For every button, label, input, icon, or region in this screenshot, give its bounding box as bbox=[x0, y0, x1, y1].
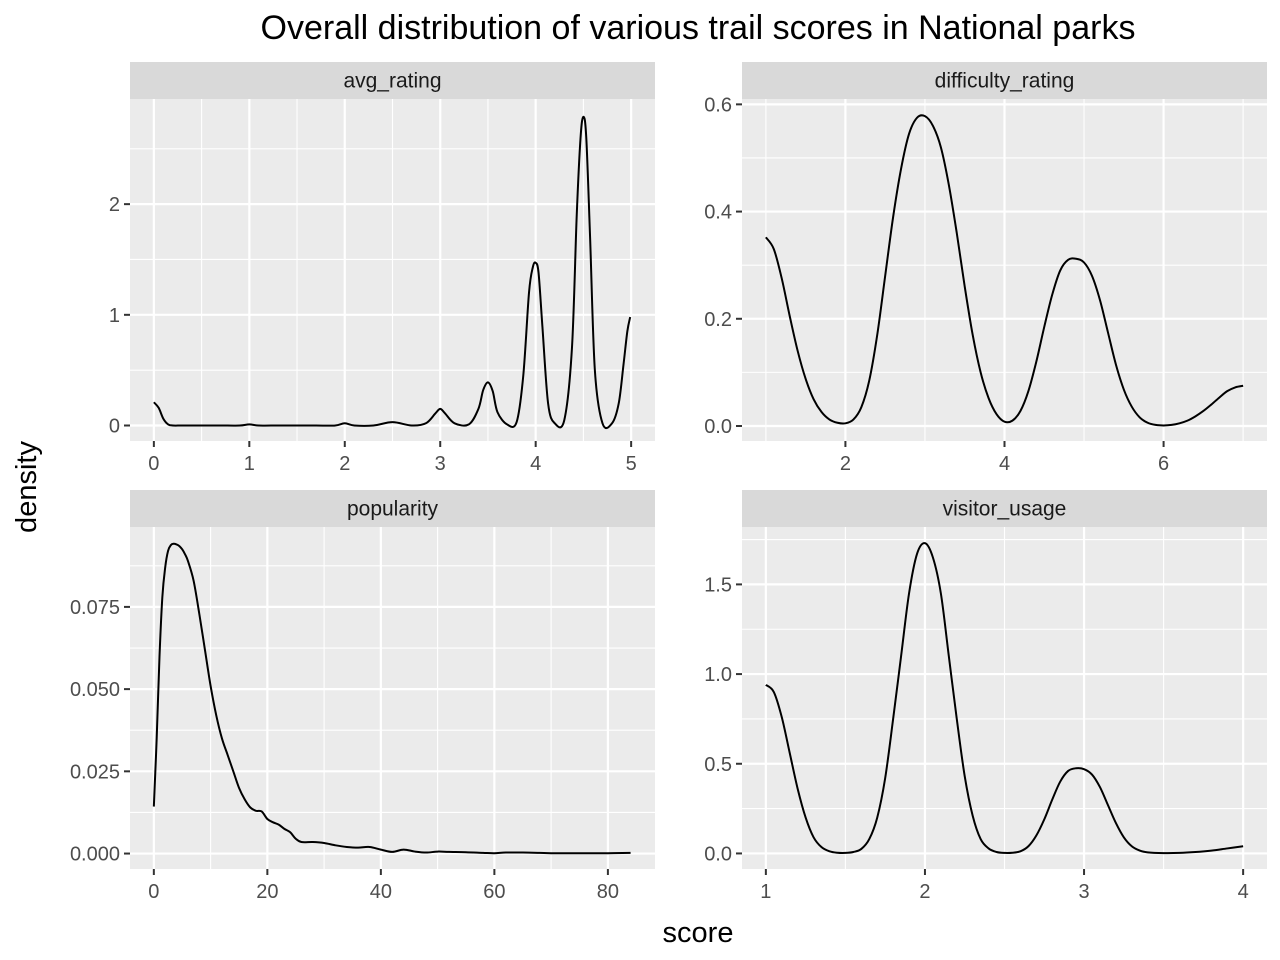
y-axis-title: density bbox=[11, 441, 43, 533]
x-axis-title: score bbox=[663, 917, 734, 949]
x-tick-label: 0 bbox=[148, 881, 159, 903]
facet-panel-visitor_usage: visitor_usage 1 2 3 4 0.0 0.5 1.0 1.5 bbox=[704, 490, 1267, 903]
x-tick-label: 4 bbox=[999, 453, 1010, 475]
facet-strip bbox=[130, 62, 655, 99]
facet-panel-avg_rating: avg_rating 0 1 2 3 4 5 0 1 2 bbox=[109, 62, 655, 475]
x-tick-label: 4 bbox=[530, 453, 541, 475]
x-tick-label: 2 bbox=[919, 881, 930, 903]
y-tick-label: 0.0 bbox=[704, 843, 732, 865]
facet-strip-label: popularity bbox=[347, 498, 439, 521]
y-tick-label: 0.025 bbox=[70, 761, 120, 783]
facet-strip bbox=[742, 62, 1267, 99]
facet-panel-popularity: popularity 0 20 40 60 80 0.000 0.025 0.050 0.075 bbox=[70, 490, 655, 903]
y-tick-label: 0.075 bbox=[70, 597, 120, 619]
y-tick-label: 1.0 bbox=[704, 664, 732, 686]
y-tick-label: 1 bbox=[109, 305, 120, 327]
facet-strip-label: difficulty_rating bbox=[935, 70, 1075, 93]
density-line-visitor_usage bbox=[765, 542, 1244, 855]
y-tick-label: 0.2 bbox=[704, 309, 732, 331]
x-tick-label: 40 bbox=[370, 881, 392, 903]
x-tick-label: 0 bbox=[148, 453, 159, 475]
panel-background bbox=[130, 527, 655, 869]
x-tick-label: 60 bbox=[483, 881, 505, 903]
x-tick-label: 2 bbox=[339, 453, 350, 475]
x-tick-label: 3 bbox=[1078, 881, 1089, 903]
y-tick-label: 0 bbox=[109, 416, 120, 438]
x-tick-label: 80 bbox=[597, 881, 619, 903]
y-tick-label: 0.050 bbox=[70, 679, 120, 701]
y-tick-label: 0.4 bbox=[704, 202, 732, 224]
chart-title: Overall distribution of various trail sc… bbox=[261, 9, 1136, 47]
x-tick-label: 2 bbox=[840, 453, 851, 475]
x-tick-label: 6 bbox=[1158, 453, 1169, 475]
x-tick-label: 1 bbox=[760, 881, 771, 903]
y-tick-label: 0.6 bbox=[704, 94, 732, 116]
facet-strip-label: visitor_usage bbox=[943, 498, 1067, 521]
y-tick-label: 0.0 bbox=[704, 416, 732, 438]
density-line-popularity bbox=[152, 542, 631, 855]
x-tick-label: 4 bbox=[1238, 881, 1249, 903]
x-tick-label: 3 bbox=[435, 453, 446, 475]
x-tick-label: 5 bbox=[626, 453, 637, 475]
density-line-difficulty_rating bbox=[765, 114, 1244, 427]
facet-strip bbox=[742, 490, 1267, 527]
facet-strip-label: avg_rating bbox=[343, 70, 441, 93]
facet-strip bbox=[130, 490, 655, 527]
density-line-avg_rating bbox=[153, 115, 632, 430]
facet-panel-difficulty_rating: difficulty_rating 2 4 6 0.0 0.2 0.4 0.6 bbox=[704, 62, 1267, 475]
y-tick-label: 1.5 bbox=[704, 574, 732, 596]
y-tick-label: 0.000 bbox=[70, 844, 120, 866]
x-tick-label: 1 bbox=[244, 453, 255, 475]
y-tick-label: 0.5 bbox=[704, 754, 732, 776]
x-tick-label: 20 bbox=[256, 881, 278, 903]
y-tick-label: 2 bbox=[109, 194, 120, 216]
